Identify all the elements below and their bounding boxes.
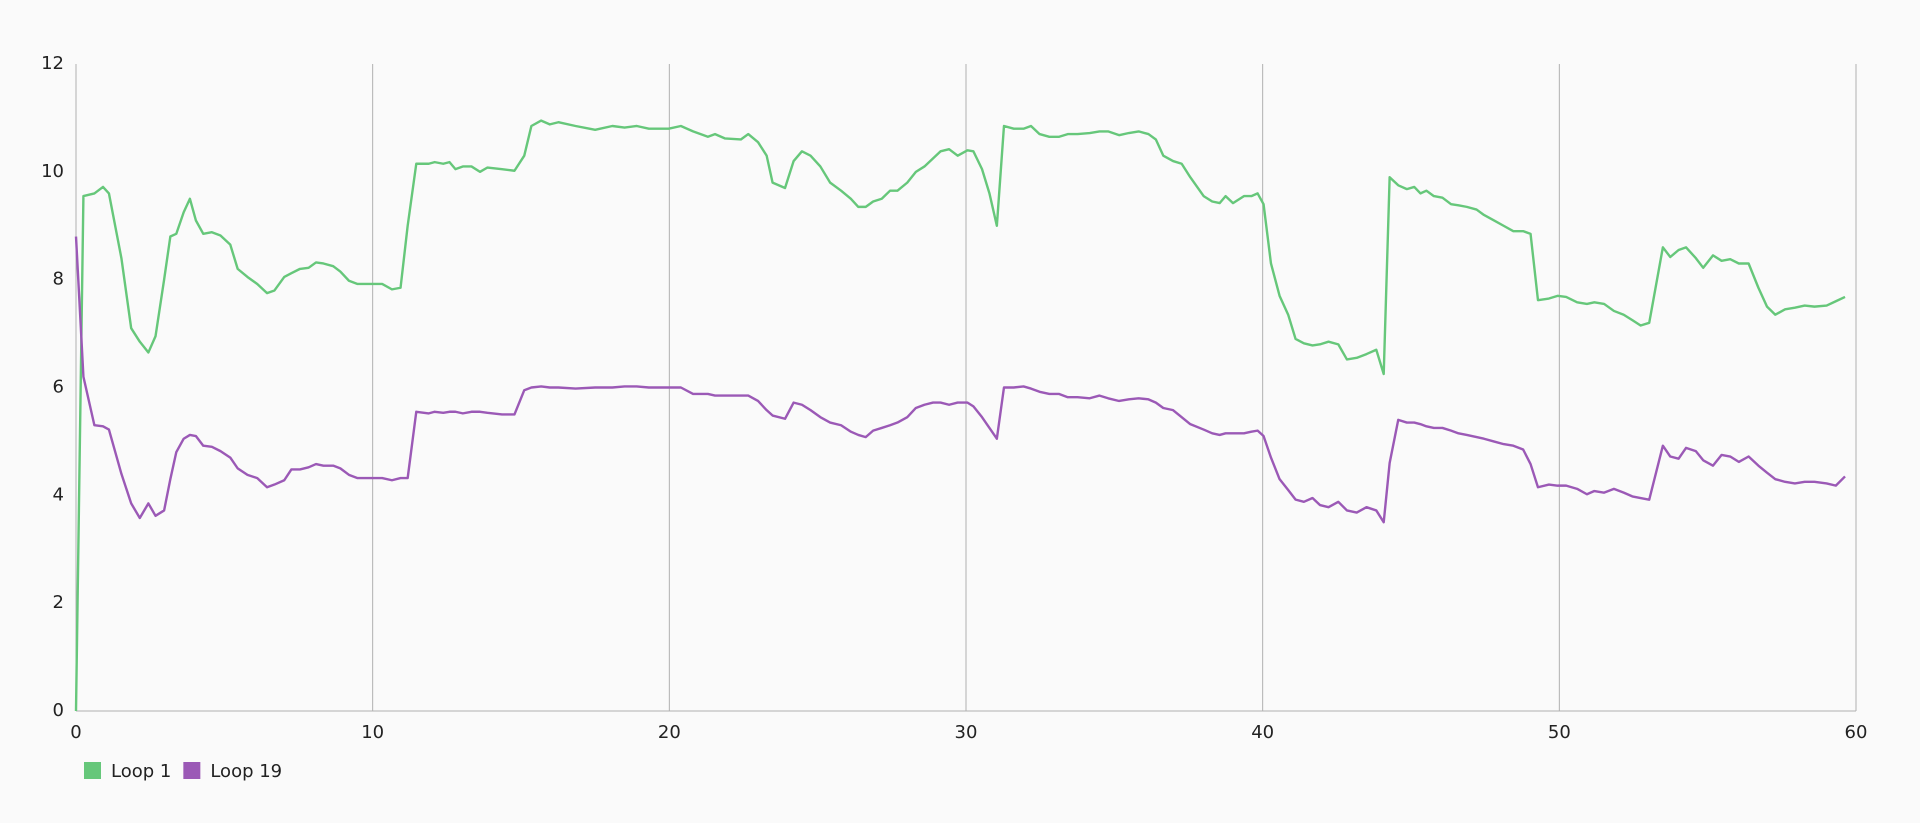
- y-tick-label: 8: [53, 269, 64, 290]
- y-tick-label: 2: [53, 592, 64, 613]
- y-tick-label: 6: [53, 377, 64, 398]
- legend-label: Loop 19: [210, 761, 282, 782]
- x-tick-label: 40: [1251, 722, 1274, 743]
- x-tick-label: 0: [70, 722, 81, 743]
- x-tick-label: 10: [361, 722, 384, 743]
- x-tick-label: 60: [1845, 722, 1868, 743]
- series-line: [74, 236, 1846, 524]
- x-tick-label: 20: [658, 722, 681, 743]
- y-tick-label: 12: [41, 53, 64, 74]
- legend-swatch: [183, 762, 201, 779]
- legend-label: Loop 1: [111, 761, 171, 782]
- x-tick-label: 50: [1548, 722, 1571, 743]
- y-tick-label: 10: [41, 161, 64, 182]
- series-line: [74, 119, 1846, 712]
- legend-swatch: [84, 762, 101, 779]
- y-tick-label: 0: [53, 700, 64, 721]
- y-tick-label: 4: [53, 484, 64, 505]
- x-tick-label: 30: [955, 722, 978, 743]
